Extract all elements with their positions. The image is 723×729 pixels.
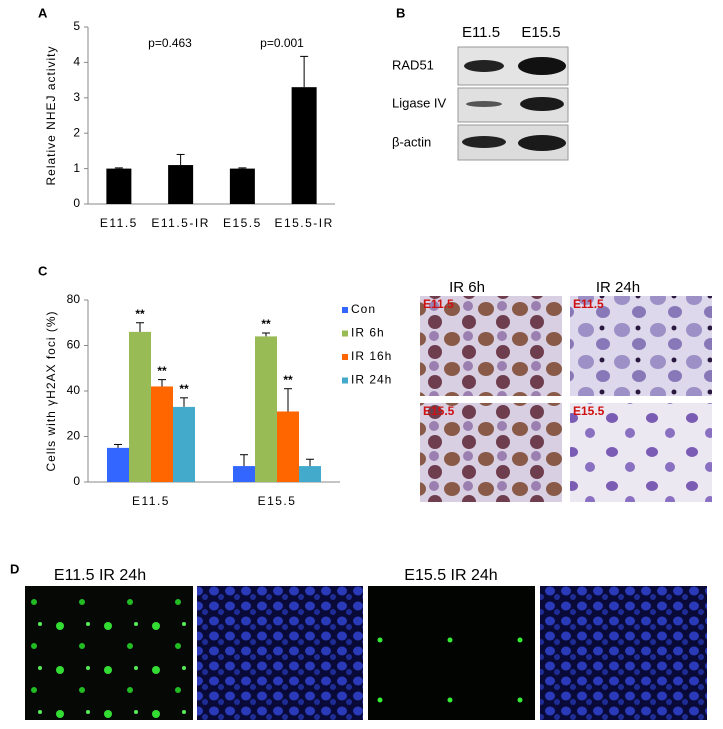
legend-label: IR 16h: [351, 349, 392, 363]
y-tick-label: 0: [73, 196, 80, 210]
bar: [151, 386, 173, 482]
significance-label: **: [157, 364, 167, 378]
bar: [107, 447, 129, 482]
legend-swatch: [342, 377, 348, 384]
bar: [168, 165, 194, 204]
y-tick-label: 5: [73, 19, 80, 33]
micrograph: [570, 403, 712, 502]
error-bar: [238, 167, 247, 169]
error-bar: [158, 379, 166, 387]
x-tick-label: E15.5-IR: [274, 216, 333, 230]
x-tick-label: E15.5: [258, 494, 297, 508]
x-tick-label: E11.5: [132, 494, 170, 508]
y-tick-label: 3: [73, 90, 80, 104]
y-tick-label: 2: [73, 125, 80, 139]
bar: [291, 87, 317, 204]
legend-label: Con: [351, 302, 376, 316]
bar: [299, 466, 321, 482]
panel-label: D: [10, 561, 19, 576]
error-bar: [176, 153, 185, 166]
bar: [255, 336, 277, 482]
y-axis-label: Relative NHEJ activity: [44, 45, 58, 185]
fluorescence-image: [540, 586, 707, 720]
tile-label: E15.5: [573, 404, 605, 418]
significance-label: **: [261, 317, 271, 331]
fluorescence-image: [197, 586, 363, 720]
bar: [106, 168, 132, 204]
blot-label: β-actin: [392, 134, 431, 149]
micrograph: [570, 296, 712, 396]
micrograph: [420, 296, 562, 396]
error-bar: [180, 397, 188, 407]
column-label: IR 6h: [449, 279, 485, 296]
panel-label: B: [396, 5, 405, 20]
x-tick-label: E15.5: [223, 216, 262, 230]
blot-label: RAD51: [392, 57, 434, 72]
panel-label: A: [38, 5, 48, 20]
annotation: p=0.463: [148, 36, 192, 50]
micrograph: [420, 403, 562, 502]
panel-label: C: [38, 263, 48, 278]
error-bar: [262, 332, 270, 337]
y-axis-label: Cells with γH2AX foci (%): [44, 310, 58, 471]
fluorescence-image: [368, 586, 535, 720]
band: [520, 97, 564, 111]
x-tick-label: E11.5: [100, 216, 138, 230]
x-tick-label: E11.5-IR: [151, 216, 209, 230]
bar: [277, 411, 299, 482]
significance-label: **: [135, 307, 145, 321]
image-title: E15.5 IR 24h: [404, 567, 497, 584]
tile-label: E11.5: [573, 297, 604, 311]
image-title: E11.5 IR 24h: [54, 567, 146, 584]
tile-label: E11.5: [423, 297, 454, 311]
y-tick-label: 80: [67, 292, 81, 306]
fluorescence-image: [25, 586, 193, 720]
y-tick-label: 1: [73, 161, 80, 175]
column-label: IR 24h: [596, 279, 640, 296]
bar: [229, 168, 255, 204]
error-bar: [136, 322, 144, 332]
error-bar: [306, 458, 314, 467]
legend-label: IR 6h: [351, 326, 385, 340]
bar: [233, 466, 255, 482]
lane-label: E15.5: [521, 24, 560, 41]
legend-swatch: [342, 330, 348, 337]
blot-label: Ligase IV: [392, 95, 447, 110]
y-tick-label: 4: [73, 55, 80, 69]
band: [518, 135, 566, 151]
bar: [129, 331, 151, 482]
annotation: p=0.001: [260, 36, 304, 50]
legend-label: IR 24h: [351, 373, 392, 387]
y-tick-label: 0: [73, 474, 80, 488]
y-tick-label: 20: [67, 429, 81, 443]
error-bar: [114, 443, 122, 448]
band: [518, 57, 566, 75]
band: [462, 136, 506, 148]
error-bar: [284, 388, 292, 412]
error-bar: [300, 55, 309, 88]
error-bar: [240, 454, 248, 467]
y-tick-label: 60: [67, 338, 81, 352]
y-tick-label: 40: [67, 383, 81, 397]
bar: [173, 406, 195, 482]
tile-label: E15.5: [423, 404, 455, 418]
legend-swatch: [342, 307, 348, 313]
lane-label: E11.5: [462, 24, 500, 41]
error-bar: [114, 167, 123, 169]
significance-label: **: [179, 382, 189, 396]
band: [466, 101, 502, 107]
band: [464, 60, 504, 72]
significance-label: **: [283, 373, 293, 387]
legend-swatch: [342, 354, 348, 360]
